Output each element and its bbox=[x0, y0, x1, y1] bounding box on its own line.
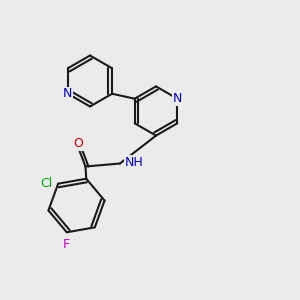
Text: N: N bbox=[63, 87, 73, 100]
Text: NH: NH bbox=[124, 156, 143, 169]
Text: O: O bbox=[73, 137, 83, 150]
Text: Cl: Cl bbox=[40, 177, 53, 190]
Text: F: F bbox=[63, 238, 70, 251]
Text: N: N bbox=[172, 92, 182, 105]
